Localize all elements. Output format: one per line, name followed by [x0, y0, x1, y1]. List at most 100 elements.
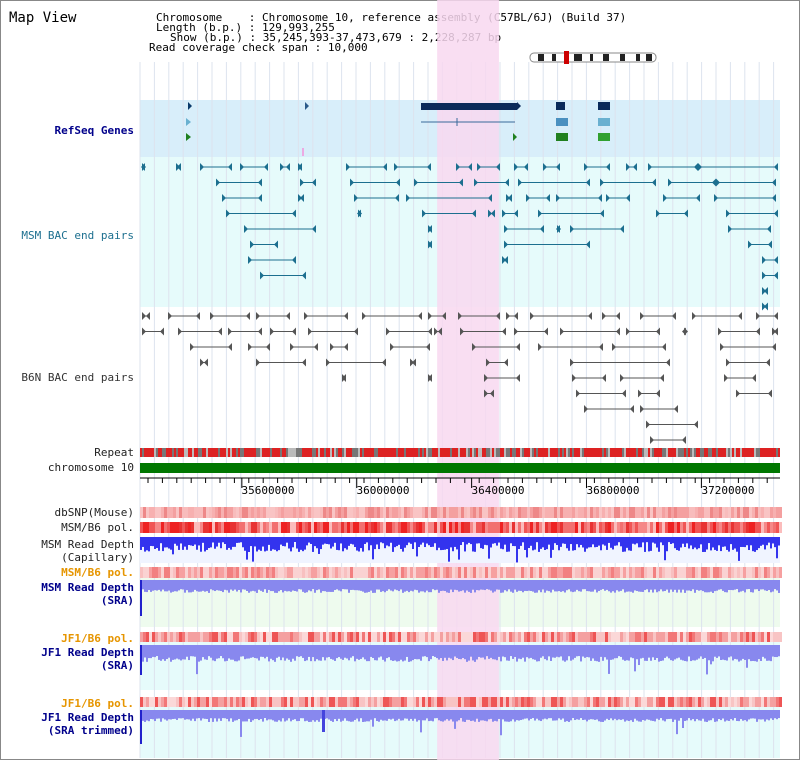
msm-cap-depth-bar [736, 537, 738, 552]
msm-sra-depth-bar [572, 580, 574, 593]
msm-cap-depth-bar [738, 537, 740, 561]
jf1-sra-depth-bar [538, 645, 540, 662]
jf1-pol2-cell [257, 697, 260, 707]
jf1-trim-depth-bar [214, 710, 216, 719]
b6n-bac-end [638, 389, 642, 398]
msm-sra-depth-bar [772, 580, 774, 592]
track-label-msm-b6-pol-2[interactable]: MSM/B6 pol. [61, 566, 134, 579]
track-label-b6n-bac[interactable]: B6N BAC end pairs [21, 371, 134, 384]
msm-sra-depth-bar [618, 580, 620, 592]
msm-pol2-cell [422, 567, 425, 578]
msm-cap-depth-bar [558, 537, 560, 551]
msm-pol2-cell [539, 567, 542, 578]
msm-pol2-cell [710, 567, 713, 578]
jf1-pol-cell [386, 632, 389, 642]
msm-sra-depth-bar [714, 580, 716, 592]
msm-cap-depth-bar [368, 537, 370, 551]
track-label-jf1-b6-pol-2[interactable]: JF1/B6 pol. [61, 697, 134, 710]
repeat-segment [388, 448, 390, 457]
track-label-jf1-depth-sra[interactable]: JF1 Read Depth [41, 646, 134, 659]
jf1-pol2-cell [479, 697, 482, 707]
jf1-trim-depth-bar [534, 710, 536, 721]
track-label-repeat[interactable]: Repeat [94, 446, 134, 459]
track-label-jf1-depth-trimmed[interactable]: JF1 Read Depth [41, 711, 134, 724]
jf1-sra-depth-bar [568, 645, 570, 657]
jf1-sra-depth-bar [214, 645, 216, 662]
msm-sra-depth-bar [432, 580, 434, 590]
dbsnp-cell [215, 507, 218, 518]
msm-cap-depth-bar [374, 537, 376, 550]
msm-cap-depth-bar [348, 537, 350, 546]
msm-bac-end [774, 256, 778, 264]
repeat-segment [418, 448, 420, 457]
jf1-trim-depth-bar [680, 710, 682, 719]
jf1-pol-cell [476, 632, 479, 642]
jf1-pol-cell [404, 632, 407, 642]
track-label-refseq[interactable]: RefSeq Genes [54, 124, 134, 137]
jf1-sra-depth-bar [422, 645, 424, 657]
repeat-segment [270, 448, 272, 457]
jf1-sra-depth-bar [550, 645, 552, 661]
msm-bac-end [216, 178, 220, 187]
msm-bac-end [395, 194, 399, 202]
jf1-trim-depth-bar [280, 710, 282, 722]
jf1-trim-depth-bar [274, 710, 276, 722]
msm-sra-depth-bar [184, 580, 186, 593]
jf1-sra-depth-bar [448, 645, 450, 658]
track-label-chromosome[interactable]: chromosome 10 [47, 461, 134, 474]
msm-cap-depth-bar [574, 537, 576, 551]
jf1-trim-depth-bar [714, 710, 716, 722]
jf1-trim-depth-bar [436, 710, 438, 719]
jf1-sra-depth-bar [304, 645, 306, 662]
track-label-msm-depth-sra[interactable]: MSM Read Depth [41, 581, 134, 594]
jf1-sra-depth-bar [720, 645, 722, 661]
msm-pol-cell [653, 522, 656, 533]
msm-sra-depth-bar [348, 580, 350, 593]
msm-cap-depth-bar [550, 537, 552, 558]
jf1-trim-depth-bar [682, 710, 684, 728]
track-label-dbsnp[interactable]: dbSNP(Mouse) [54, 506, 134, 519]
repeat-segment [770, 448, 772, 457]
jf1-trim-depth-bar [740, 710, 742, 720]
msm-pol-cell [491, 522, 494, 533]
repeat-segment [224, 448, 226, 457]
b6n-bac-end [326, 358, 330, 367]
jf1-sra-depth-bar [364, 645, 366, 660]
jf1-sra-depth-bar [200, 645, 202, 661]
dbsnp-cell [275, 507, 278, 518]
jf1-trim-depth-bar [300, 710, 302, 719]
jf1-trim-depth-bar [628, 710, 630, 722]
track-label-msm-b6-pol[interactable]: MSM/B6 pol. [61, 521, 134, 534]
jf1-pol2-cell [260, 697, 263, 707]
jf1-sra-depth-bar [464, 645, 466, 660]
jf1-pol-cell [575, 632, 578, 642]
dbsnp-cell [140, 507, 143, 518]
msm-pol2-cell [410, 567, 413, 578]
msm-pol2-cell [407, 567, 410, 578]
repeat-segment [548, 448, 550, 457]
msm-sra-depth-bar [274, 580, 276, 593]
jf1-trim-depth-bar [582, 710, 584, 720]
msm-sra-depth-bar [444, 580, 446, 592]
msm-cap-depth-bar [568, 537, 570, 551]
track-label-jf1-b6-pol[interactable]: JF1/B6 pol. [61, 632, 134, 645]
msm-sra-depth-bar [770, 580, 772, 593]
track-label-msm-bac[interactable]: MSM BAC end pairs [21, 229, 134, 242]
jf1-sra-depth-bar [410, 645, 412, 662]
jf1-sra-depth-bar [458, 645, 460, 660]
msm-cap-depth-bar [418, 537, 420, 547]
jf1-sra-depth-bar [600, 645, 602, 657]
jf1-pol-cell [638, 632, 641, 642]
jf1-pol2-cell [230, 697, 233, 707]
track-label-msm-depth-capillary[interactable]: MSM Read Depth [41, 538, 134, 551]
msm-cap-depth-bar [200, 537, 202, 552]
jf1-trim-depth-bar [496, 710, 498, 722]
jf1-pol-cell [410, 632, 413, 642]
b6n-bac-end [570, 358, 574, 367]
repeat-segment [302, 448, 304, 457]
repeat-segment [532, 448, 534, 457]
jf1-pol-cell [506, 632, 509, 642]
msm-pol-cell [413, 522, 416, 533]
msm-sra-depth-bar [186, 580, 188, 591]
